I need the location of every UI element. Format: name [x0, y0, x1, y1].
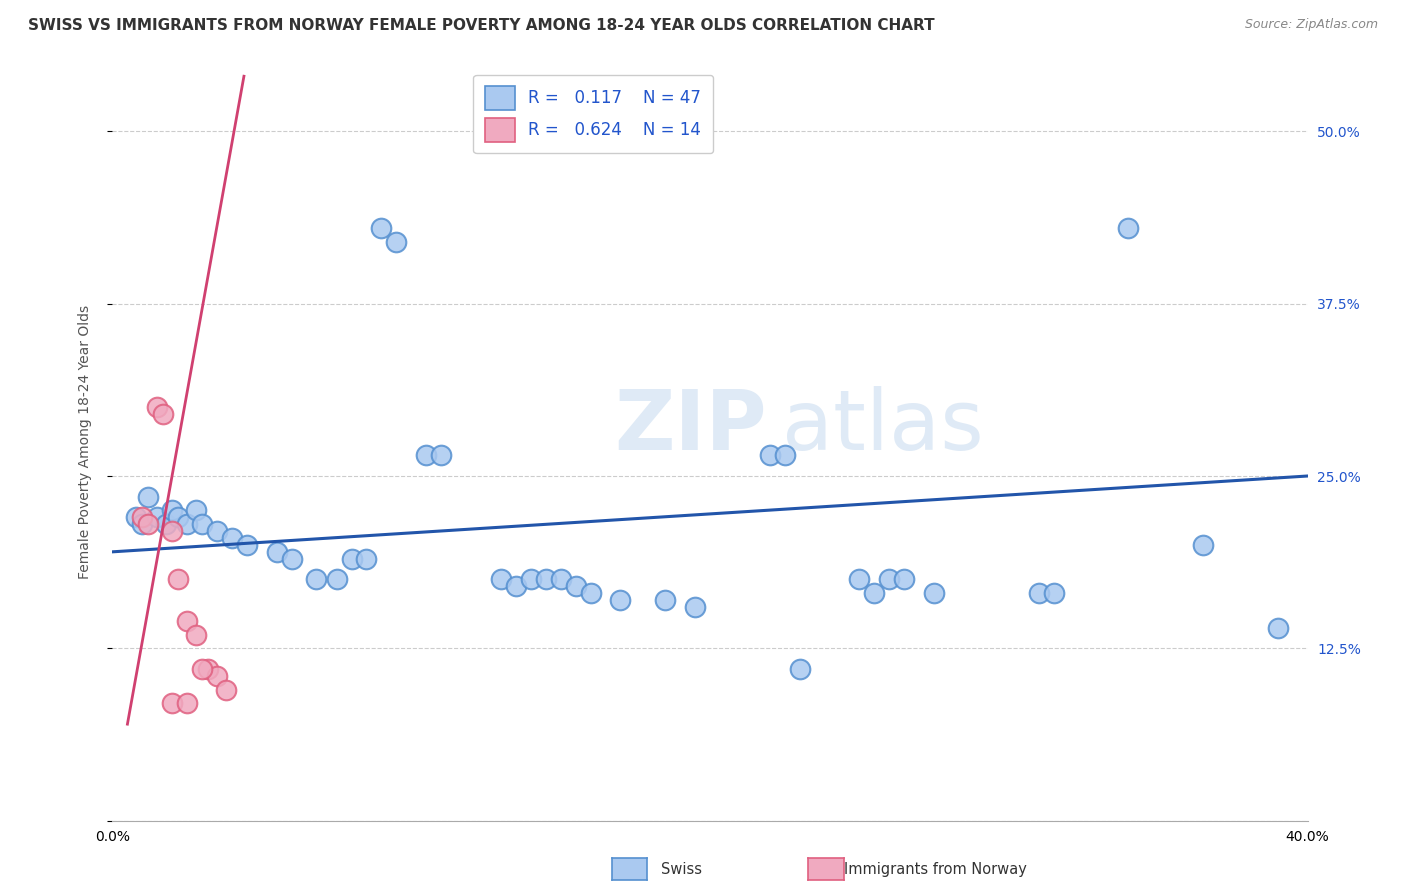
Legend: R =   0.117    N = 47, R =   0.624    N = 14: R = 0.117 N = 47, R = 0.624 N = 14 [474, 75, 713, 153]
Point [534, 573, 557, 587]
Point [579, 586, 602, 600]
Point [893, 573, 915, 587]
Point [654, 593, 676, 607]
Point [773, 448, 796, 462]
Point [1326, 675, 1348, 690]
Point [385, 235, 408, 249]
Point [879, 573, 901, 587]
Point [125, 510, 148, 524]
Point [186, 503, 208, 517]
Text: Source: ZipAtlas.com: Source: ZipAtlas.com [1244, 18, 1378, 31]
Point [1028, 586, 1050, 600]
Point [162, 524, 183, 538]
Point [370, 220, 392, 235]
Point [176, 697, 198, 711]
Point [1267, 621, 1289, 635]
Point [340, 551, 363, 566]
Point [221, 531, 243, 545]
Point [162, 503, 183, 517]
Text: Swiss: Swiss [661, 863, 702, 877]
Point [415, 448, 437, 462]
Point [205, 669, 228, 683]
Point [325, 573, 347, 587]
Point [266, 545, 288, 559]
Point [167, 573, 190, 587]
Point [146, 510, 169, 524]
Point [186, 627, 208, 641]
Point [520, 573, 543, 587]
Point [131, 517, 153, 532]
Point [167, 510, 190, 524]
Point [564, 579, 586, 593]
Point [146, 400, 169, 414]
Point [356, 551, 378, 566]
Point [505, 579, 527, 593]
Point [489, 573, 512, 587]
Text: SWISS VS IMMIGRANTS FROM NORWAY FEMALE POVERTY AMONG 18-24 YEAR OLDS CORRELATION: SWISS VS IMMIGRANTS FROM NORWAY FEMALE P… [28, 18, 935, 33]
Point [550, 573, 572, 587]
Point [131, 510, 153, 524]
Point [1118, 220, 1140, 235]
Point [191, 517, 214, 532]
Point [683, 599, 706, 614]
Point [281, 551, 304, 566]
Point [1192, 538, 1215, 552]
Text: ZIP: ZIP [614, 386, 766, 467]
Point [759, 448, 782, 462]
Point [138, 490, 160, 504]
Point [430, 448, 453, 462]
Point [138, 517, 160, 532]
Point [863, 586, 886, 600]
Point [197, 662, 219, 676]
Point [609, 593, 631, 607]
Point [176, 517, 198, 532]
Point [176, 614, 198, 628]
Text: atlas: atlas [782, 386, 983, 467]
Point [922, 586, 945, 600]
Text: Immigrants from Norway: Immigrants from Norway [844, 863, 1026, 877]
Point [162, 697, 183, 711]
Point [155, 517, 177, 532]
Point [215, 682, 238, 697]
Point [236, 538, 259, 552]
Point [848, 573, 870, 587]
Point [152, 407, 174, 421]
Point [205, 524, 228, 538]
Y-axis label: Female Poverty Among 18-24 Year Olds: Female Poverty Among 18-24 Year Olds [77, 304, 91, 579]
Point [789, 662, 811, 676]
Point [305, 573, 328, 587]
Point [1042, 586, 1064, 600]
Point [191, 662, 214, 676]
